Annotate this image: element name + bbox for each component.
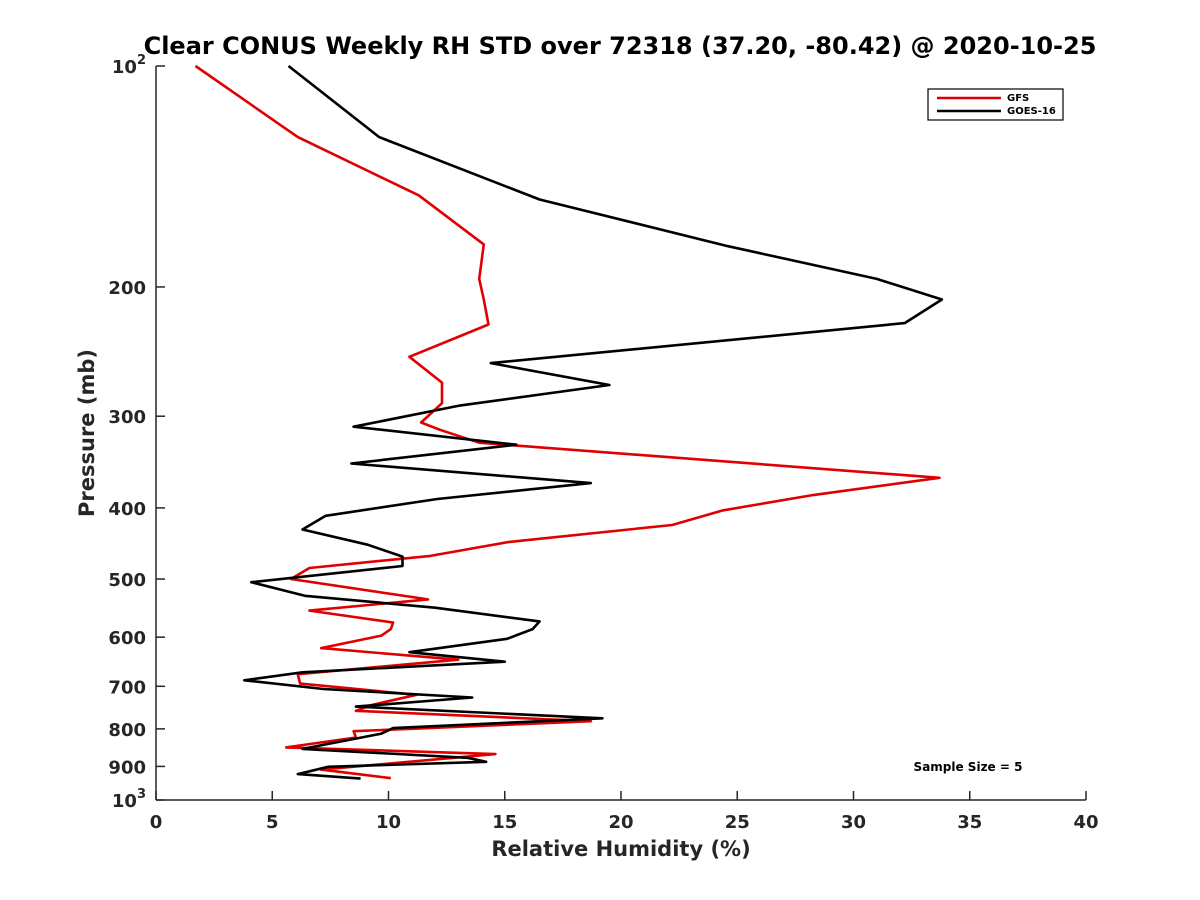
x-ticks: 0 5 10 15 20 25 30 35 40 — [150, 791, 1099, 833]
legend: GFS GOES-16 — [927, 88, 1064, 121]
x-axis-label: Relative Humidity (%) — [491, 837, 750, 861]
y-tick-exponent: 3 — [137, 787, 146, 802]
legend-box — [927, 88, 1064, 121]
legend-label-goes16: GOES-16 — [1007, 106, 1056, 117]
x-tick-label: 30 — [841, 812, 866, 833]
x-tick-label: 20 — [608, 812, 633, 833]
axes — [155, 66, 1086, 801]
y-tick-label: 900 — [108, 757, 146, 778]
y-tick-label: 300 — [108, 407, 146, 428]
y-tick-label: 103 — [112, 787, 146, 812]
y-tick-label: 600 — [108, 628, 146, 649]
x-tick-label: 0 — [150, 812, 163, 833]
y-tick-label-text: 900 — [108, 757, 146, 778]
y-tick-label-text: 400 — [108, 499, 146, 520]
x-tick-label: 10 — [376, 812, 401, 833]
y-tick-label: 800 — [108, 720, 146, 741]
x-tick-label: 35 — [957, 812, 982, 833]
series-line-goes16 — [243, 64, 944, 780]
y-tick-label: 400 — [108, 499, 146, 520]
y-tick-label-text: 10 — [112, 57, 137, 78]
x-tick-label: 15 — [492, 812, 517, 833]
legend-label-gfs: GFS — [1007, 93, 1029, 104]
y-axis-label: Pressure (mb) — [75, 349, 99, 517]
series-line-gfs — [194, 64, 941, 780]
y-tick-label-text: 500 — [108, 570, 146, 591]
sample-size-annotation: Sample Size = 5 — [914, 760, 1023, 774]
y-tick-label: 102 — [112, 53, 146, 78]
y-tick-label-text: 10 — [112, 791, 137, 812]
x-tick-label: 25 — [725, 812, 750, 833]
series-layer — [194, 64, 944, 780]
y-tick-label: 700 — [108, 677, 146, 698]
y-tick-label-text: 700 — [108, 677, 146, 698]
y-tick-label-text: 800 — [108, 720, 146, 741]
y-tick-label-text: 200 — [108, 278, 146, 299]
y-tick-exponent: 2 — [137, 53, 146, 68]
x-tick-label: 40 — [1073, 812, 1098, 833]
y-tick-label-text: 600 — [108, 628, 146, 649]
y-tick-label-text: 300 — [108, 407, 146, 428]
chart-title: Clear CONUS Weekly RH STD over 72318 (37… — [144, 32, 1097, 60]
y-tick-label: 500 — [108, 570, 146, 591]
y-tick-label: 200 — [108, 278, 146, 299]
x-tick-label: 5 — [266, 812, 279, 833]
